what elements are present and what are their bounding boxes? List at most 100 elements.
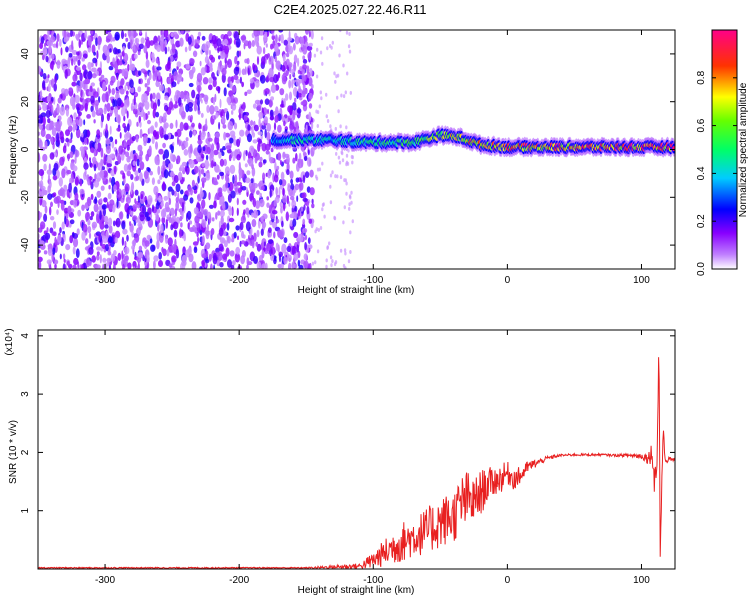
heatmap-cell xyxy=(344,178,347,183)
heatmap-cell xyxy=(335,151,338,156)
heatmap-cell xyxy=(135,175,140,181)
heatmap-cell xyxy=(321,61,324,66)
heatmap-cell xyxy=(309,187,315,196)
heatmap-cell xyxy=(40,89,43,99)
heatmap-cell xyxy=(45,109,51,119)
heatmap-cell xyxy=(193,130,196,137)
heatmap-cell xyxy=(184,165,188,172)
heatmap-cell xyxy=(274,55,278,63)
heatmap-cell xyxy=(288,262,292,269)
heatmap-cell xyxy=(286,195,289,205)
heatmap-cell xyxy=(176,128,182,138)
heatmap-cell xyxy=(319,90,322,95)
y-tick-label: -40 xyxy=(20,237,31,252)
y-tick-label: 40 xyxy=(20,48,31,60)
heatmap-cell xyxy=(257,131,263,136)
heatmap-cell xyxy=(93,51,96,56)
heatmap-cell xyxy=(123,163,129,172)
heatmap-cell xyxy=(242,199,247,205)
heatmap-cell xyxy=(187,185,192,192)
heatmap-cell xyxy=(278,186,281,197)
heatmap-cell xyxy=(214,132,220,139)
heatmap-cell xyxy=(75,66,81,71)
heatmap-cell xyxy=(302,59,308,64)
heatmap-cell xyxy=(180,222,183,228)
heatmap-cell xyxy=(108,225,113,234)
heatmap-cell xyxy=(125,151,130,158)
heatmap-cell xyxy=(277,263,282,269)
heatmap-cell xyxy=(252,62,256,71)
heatmap-cell xyxy=(93,119,96,124)
heatmap-cell xyxy=(239,76,242,84)
heatmap-cell xyxy=(168,101,174,110)
heatmap-cell xyxy=(268,227,272,234)
heatmap-cell xyxy=(56,104,60,114)
heatmap-cell xyxy=(205,50,209,56)
heatmap-cell xyxy=(76,51,80,56)
heatmap-cell xyxy=(194,215,200,224)
heatmap-cell xyxy=(233,181,238,187)
heatmap-cell xyxy=(236,50,240,58)
heatmap-cell xyxy=(285,70,289,77)
heatmap-cell xyxy=(234,174,238,183)
heatmap-cell xyxy=(347,148,350,153)
heatmap-cell xyxy=(126,156,131,163)
heatmap-cell xyxy=(49,152,55,160)
heatmap-cell xyxy=(152,72,156,82)
heatmap-cell xyxy=(315,176,319,181)
heatmap-cell xyxy=(110,241,115,248)
heatmap-cell xyxy=(119,132,122,139)
heatmap-cell xyxy=(79,72,83,82)
heatmap-cell xyxy=(75,128,81,139)
heatmap-cell xyxy=(240,35,246,41)
heatmap-cell xyxy=(223,240,228,248)
heatmap-cell xyxy=(206,211,212,219)
heatmap-cell xyxy=(149,40,155,46)
heatmap-cell xyxy=(261,263,267,269)
heatmap-cell xyxy=(274,161,277,171)
heatmap-cell xyxy=(49,43,52,54)
heatmap-cell xyxy=(159,126,164,135)
heatmap-cell xyxy=(350,190,353,195)
heatmap-cell xyxy=(71,58,74,66)
heatmap-cell xyxy=(233,231,237,239)
heatmap-cell xyxy=(133,53,138,60)
heatmap-cell xyxy=(52,221,57,230)
heatmap-cell xyxy=(224,132,231,138)
heatmap-cell xyxy=(114,236,118,244)
heatmap-cell xyxy=(38,249,41,254)
heatmap-cell xyxy=(59,227,62,234)
heatmap-cell xyxy=(181,110,186,120)
heatmap-cell xyxy=(165,63,171,72)
heatmap-cell xyxy=(153,255,159,262)
heatmap-cell xyxy=(187,36,192,45)
heatmap-cell xyxy=(138,43,144,50)
heatmap-cell xyxy=(51,62,54,71)
heatmap-cell xyxy=(70,30,73,37)
heatmap-cell xyxy=(282,54,286,63)
heatmap-cell xyxy=(124,84,127,92)
heatmap-cell xyxy=(90,147,95,154)
heatmap-cell xyxy=(241,186,247,191)
heatmap-cell xyxy=(83,162,89,170)
heatmap-cell xyxy=(50,78,55,88)
heatmap-cell xyxy=(66,169,72,175)
heatmap-cell xyxy=(175,119,178,129)
heatmap-cell xyxy=(176,61,182,68)
heatmap-cell xyxy=(275,42,279,52)
heatmap-cell xyxy=(43,213,48,222)
heatmap-cell xyxy=(38,227,43,233)
heatmap-cell xyxy=(81,263,84,269)
heatmap-cell xyxy=(300,43,304,48)
heatmap-cell xyxy=(223,131,227,141)
heatmap-cell xyxy=(106,113,110,122)
heatmap-cell xyxy=(343,205,346,210)
heatmap-cell xyxy=(301,90,306,98)
heatmap-cell xyxy=(201,130,206,138)
heatmap-cell xyxy=(333,71,336,76)
heatmap-cell xyxy=(160,30,163,35)
heatmap-cell xyxy=(155,80,160,88)
heatmap-cell xyxy=(200,168,205,175)
heatmap-cell xyxy=(302,227,308,234)
heatmap-cell xyxy=(177,192,180,202)
